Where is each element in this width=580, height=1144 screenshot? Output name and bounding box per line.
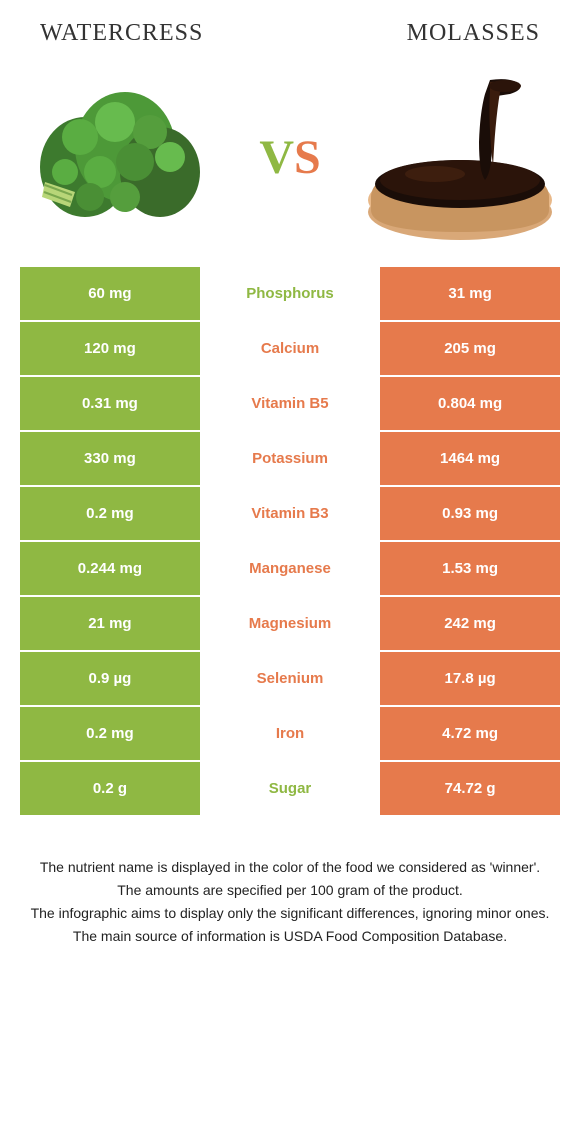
value-right: 17.8 µg (380, 652, 560, 705)
footer-line: The main source of information is USDA F… (30, 926, 550, 947)
value-right: 1.53 mg (380, 542, 560, 595)
table-row: 0.244 mgManganese1.53 mg (20, 542, 560, 597)
nutrient-name: Sugar (200, 762, 380, 815)
table-row: 330 mgPotassium1464 mg (20, 432, 560, 487)
value-left: 330 mg (20, 432, 200, 485)
vs-label: VS (259, 130, 320, 185)
footer-notes: The nutrient name is displayed in the co… (20, 857, 560, 947)
value-right: 31 mg (380, 267, 560, 320)
nutrient-name: Calcium (200, 322, 380, 375)
value-left: 0.9 µg (20, 652, 200, 705)
nutrient-name: Potassium (200, 432, 380, 485)
table-row: 21 mgMagnesium242 mg (20, 597, 560, 652)
value-left: 60 mg (20, 267, 200, 320)
nutrient-name: Magnesium (200, 597, 380, 650)
nutrient-name: Iron (200, 707, 380, 760)
images-row: VS (20, 67, 560, 247)
header: Watercress molasses (20, 20, 560, 47)
table-row: 0.31 mgVitamin B50.804 mg (20, 377, 560, 432)
vs-letter-s: S (294, 131, 321, 184)
table-row: 0.9 µgSelenium17.8 µg (20, 652, 560, 707)
value-right: 0.93 mg (380, 487, 560, 540)
table-row: 120 mgCalcium205 mg (20, 322, 560, 377)
value-left: 120 mg (20, 322, 200, 375)
value-right: 205 mg (380, 322, 560, 375)
value-left: 0.244 mg (20, 542, 200, 595)
value-left: 0.2 g (20, 762, 200, 815)
footer-line: The amounts are specified per 100 gram o… (30, 880, 550, 901)
value-right: 74.72 g (380, 762, 560, 815)
value-left: 0.2 mg (20, 487, 200, 540)
watercress-image (20, 72, 230, 242)
footer-line: The infographic aims to display only the… (30, 903, 550, 924)
value-right: 242 mg (380, 597, 560, 650)
table-row: 0.2 mgIron4.72 mg (20, 707, 560, 762)
table-row: 0.2 mgVitamin B30.93 mg (20, 487, 560, 542)
value-left: 0.31 mg (20, 377, 200, 430)
footer-line: The nutrient name is displayed in the co… (30, 857, 550, 878)
table-row: 0.2 gSugar74.72 g (20, 762, 560, 817)
nutrient-name: Phosphorus (200, 267, 380, 320)
value-left: 0.2 mg (20, 707, 200, 760)
table-row: 60 mgPhosphorus31 mg (20, 267, 560, 322)
nutrient-name: Vitamin B3 (200, 487, 380, 540)
vs-letter-v: V (259, 131, 294, 184)
nutrient-name: Selenium (200, 652, 380, 705)
value-left: 21 mg (20, 597, 200, 650)
food-title-right: molasses (407, 20, 540, 47)
food-title-left: Watercress (40, 20, 203, 47)
nutrient-name: Vitamin B5 (200, 377, 380, 430)
value-right: 4.72 mg (380, 707, 560, 760)
nutrient-name: Manganese (200, 542, 380, 595)
value-right: 1464 mg (380, 432, 560, 485)
value-right: 0.804 mg (380, 377, 560, 430)
nutrient-table: 60 mgPhosphorus31 mg120 mgCalcium205 mg0… (20, 267, 560, 817)
molasses-image (350, 72, 560, 242)
